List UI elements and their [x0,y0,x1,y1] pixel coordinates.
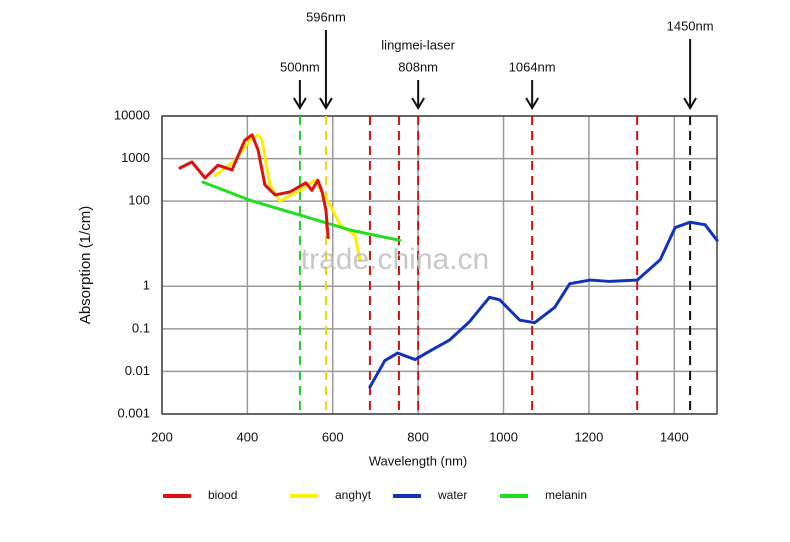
x-tick-label: 600 [322,429,344,444]
annotation-label: 500nm [280,59,320,74]
plot-frame [161,115,718,415]
annotation-label: 596nm [306,9,346,24]
annotation-arrowhead [293,97,307,110]
annotation-label: 1450nm [667,18,714,33]
x-tick-label: 1000 [489,429,518,444]
watermark: trade.china.cn [301,243,489,276]
series-line [178,133,330,239]
y-tick-label: 10000 [114,107,150,122]
annotation-label: 808nm [398,59,438,74]
annotation-arrowhead [411,97,426,110]
y-axis-label: Absorption (1/cm) [77,206,94,324]
x-tick-label: 800 [407,429,429,444]
x-tick-label: 400 [237,429,259,444]
series-line [201,180,402,242]
series-line [213,133,362,263]
annotation-arrowhead [319,97,333,110]
y-tick-label: 1000 [121,150,150,165]
legend-label: melanin [545,488,587,502]
annotation-arrowhead [525,97,539,110]
x-tick-label: 1400 [660,429,689,444]
y-tick-label: 0.1 [132,320,150,335]
y-tick-label: 1 [143,278,150,293]
y-tick-label: 0.01 [125,363,150,378]
series-line [368,220,719,389]
x-tick-label: 1200 [574,429,603,444]
annotation-label: 1064nm [509,59,556,74]
annotation-arrowhead [683,97,697,110]
x-tick-label: 200 [151,429,173,444]
legend-label: anghyt [335,488,372,502]
y-tick-label: 0.001 [117,405,150,420]
y-tick-label: 100 [128,193,150,208]
x-axis-label: Wavelength (nm) [369,453,468,468]
legend-label: biood [208,488,237,502]
annotation-label: lingmei-laser [381,37,455,52]
legend-label: water [437,488,467,502]
